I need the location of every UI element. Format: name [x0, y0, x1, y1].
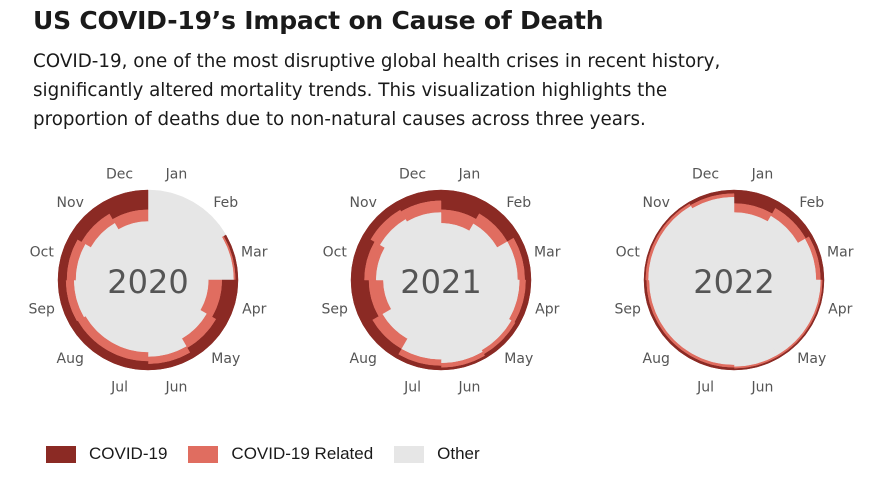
legend-item-covid: COVID-19: [46, 444, 167, 464]
month-label-2022-Dec: Dec: [692, 167, 719, 183]
year-label-2020: 2020: [107, 263, 188, 301]
radial-chart-2020: Jan Feb Mar Apr May Jun Jul Aug Sep Oct Nov Dec 2020: [29, 167, 268, 396]
month-label-2021-Mar: Mar: [534, 245, 561, 261]
month-label-2021-Jul: Jul: [403, 379, 421, 395]
month-label-2022-Jan: Jan: [751, 167, 774, 183]
month-label-2021-Nov: Nov: [350, 195, 377, 211]
month-label-2022-Feb: Feb: [799, 195, 824, 211]
month-label-2020-Aug: Aug: [57, 351, 84, 367]
month-label-2022-Jun: Jun: [751, 379, 774, 395]
month-label-2021-Dec: Dec: [399, 167, 426, 183]
bar-2021-Dec-other: [406, 212, 442, 281]
month-label-2022-Aug: Aug: [643, 351, 670, 367]
month-label-2021-Oct: Oct: [323, 245, 348, 261]
month-label-2021-Sep: Sep: [322, 301, 349, 317]
page-subtitle: COVID-19, one of the most disruptive glo…: [33, 47, 863, 134]
legend-item-covid-related: COVID-19 Related: [188, 444, 373, 464]
legend-label-covid-related: COVID-19 Related: [231, 444, 374, 463]
month-label-2020-Sep: Sep: [29, 301, 56, 317]
month-label-2020-Oct: Oct: [30, 245, 55, 261]
radial-chart-2022: Jan Feb Mar Apr May Jun Jul Aug Sep Oct Nov Dec 2022: [615, 167, 854, 396]
legend-swatch-covid: [46, 445, 76, 463]
month-label-2021-Apr: Apr: [535, 301, 559, 317]
month-label-2020-Dec: Dec: [106, 167, 133, 183]
month-label-2020-Jul: Jul: [110, 379, 128, 395]
year-label-2021: 2021: [400, 263, 481, 301]
month-label-2020-Apr: Apr: [242, 301, 266, 317]
legend-label-covid: COVID-19: [89, 444, 168, 463]
legend-swatch-other: [394, 445, 425, 463]
month-label-2020-Jun: Jun: [165, 379, 188, 395]
month-label-2022-Sep: Sep: [615, 301, 642, 317]
month-label-2022-May: May: [797, 351, 826, 367]
radial-chart-2021: Jan Feb Mar Apr May Jun Jul Aug Sep Oct Nov Dec 2021: [322, 167, 561, 396]
year-label-2022: 2022: [693, 263, 774, 301]
month-label-2020-May: May: [211, 351, 240, 367]
legend-item-other: Other: [394, 444, 480, 464]
subtitle-line-1: COVID-19, one of the most disruptive glo…: [33, 51, 721, 72]
month-label-2020-Feb: Feb: [213, 195, 238, 211]
month-label-2022-Jul: Jul: [696, 379, 714, 395]
month-label-2022-Nov: Nov: [643, 195, 670, 211]
bar-2020-Dec-other: [118, 221, 149, 281]
month-label-2022-Apr: Apr: [828, 301, 852, 317]
month-label-2020-Mar: Mar: [241, 245, 268, 261]
month-label-2022-Mar: Mar: [827, 245, 854, 261]
month-label-2021-Jun: Jun: [458, 379, 481, 395]
month-label-2021-May: May: [504, 351, 533, 367]
bar-2022-Dec-other: [692, 196, 735, 281]
month-label-2021-Aug: Aug: [350, 351, 377, 367]
page-title: US COVID-19’s Impact on Cause of Death: [33, 6, 604, 35]
legend-swatch-covid-related: [188, 445, 219, 463]
radial-charts: Jan Feb Mar Apr May Jun Jul Aug Sep Oct Nov Dec 2020…: [29, 167, 854, 396]
subtitle-line-3: proportion of deaths due to non-natural …: [33, 109, 646, 130]
chart-legend: COVID-19 COVID-19 Related Other: [46, 443, 501, 465]
month-label-2021-Jan: Jan: [458, 167, 481, 183]
month-label-2020-Jan: Jan: [165, 167, 188, 183]
legend-label-other: Other: [437, 444, 480, 463]
month-label-2021-Feb: Feb: [506, 195, 531, 211]
month-label-2020-Nov: Nov: [57, 195, 84, 211]
month-label-2022-Oct: Oct: [616, 245, 641, 261]
subtitle-line-2: significantly altered mortality trends. …: [33, 80, 668, 101]
